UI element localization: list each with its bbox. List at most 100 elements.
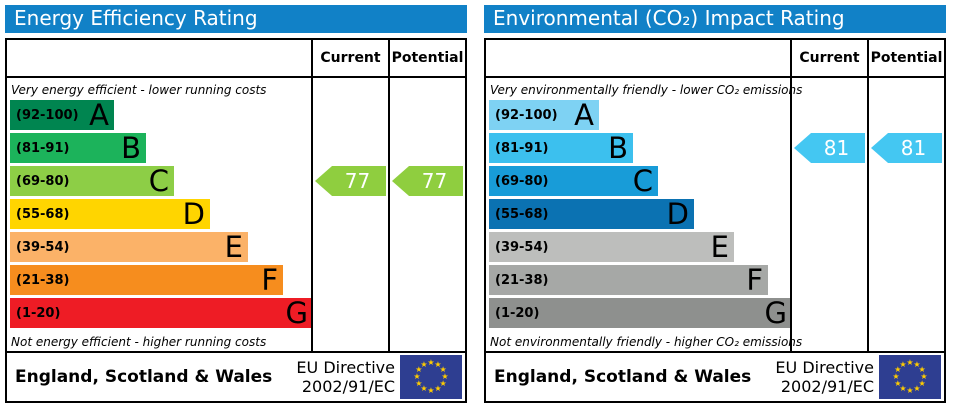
band-letter: E — [710, 229, 729, 264]
header-spacer-cell — [7, 40, 311, 76]
band-letter: G — [285, 295, 308, 330]
current-rating-arrow: 77 — [315, 166, 386, 196]
band-range: (21-38) — [16, 272, 70, 288]
rating-scale-area: Very energy efficient - lower running co… — [7, 78, 465, 351]
bottom-note: Not environmentally friendly - higher CO… — [490, 335, 803, 349]
band-row-d: (55-68) D — [489, 199, 694, 229]
star-icon: ★ — [906, 386, 914, 395]
star-icon: ★ — [892, 372, 900, 381]
band-letter: D — [182, 196, 205, 231]
band-letter: A — [574, 97, 594, 132]
potential-column-header: Potential — [388, 40, 465, 76]
star-icon: ★ — [899, 384, 907, 394]
band-range: (69-80) — [16, 173, 70, 189]
star-icon: ★ — [913, 384, 921, 394]
band-row-e: (39-54) E — [10, 232, 248, 262]
band-row-f: (21-38) F — [10, 265, 283, 295]
column-divider — [867, 78, 869, 351]
current-rating-value: 81 — [823, 136, 850, 160]
bands-list: (92-100) A (81-91) B (69-80) C (55-68) D — [486, 100, 944, 328]
star-icon: ★ — [434, 384, 442, 394]
band-letter: A — [89, 97, 109, 132]
star-icon: ★ — [420, 359, 428, 369]
potential-column-header: Potential — [867, 40, 944, 76]
band-row-a: (92-100) A — [10, 100, 114, 130]
eu-directive-line1: EU Directive — [775, 357, 874, 377]
star-icon: ★ — [920, 372, 928, 381]
band-row-g: (1-20) G — [489, 298, 792, 328]
band-row-f: (21-38) F — [489, 265, 768, 295]
band-row-b: (81-91) B — [489, 133, 633, 163]
band-row-c: (69-80) C — [489, 166, 658, 196]
star-icon: ★ — [439, 365, 447, 374]
band-letter: G — [764, 295, 787, 330]
rating-table: Current Potential Very environmentally f… — [484, 38, 946, 403]
star-icon: ★ — [413, 372, 421, 381]
potential-rating-arrow: 81 — [871, 133, 942, 163]
column-divider — [388, 78, 390, 351]
potential-rating-value: 77 — [421, 169, 448, 193]
band-row-g: (1-20) G — [10, 298, 313, 328]
top-note: Very environmentally friendly - lower CO… — [490, 83, 803, 97]
epc-ratings-container: Energy Efficiency Rating Current Potenti… — [5, 5, 952, 403]
band-row-c: (69-80) C — [10, 166, 174, 196]
eu-directive-line2: 2002/91/EC — [301, 377, 395, 396]
bands-list: (92-100) A (81-91) B (69-80) C (55-68) D — [7, 100, 465, 328]
star-icon: ★ — [894, 365, 902, 374]
band-letter: D — [666, 196, 689, 231]
band-range: (81-91) — [16, 140, 70, 156]
star-icon: ★ — [420, 384, 428, 394]
star-icon: ★ — [894, 379, 902, 388]
eu-directive-line2: 2002/91/EC — [780, 377, 874, 396]
band-row-d: (55-68) D — [10, 199, 210, 229]
star-icon: ★ — [899, 359, 907, 369]
region-label: England, Scotland & Wales — [15, 367, 273, 387]
band-range: (55-68) — [495, 206, 549, 222]
environmental-impact-panel: Environmental (CO₂) Impact Rating Curren… — [484, 5, 946, 403]
star-icon: ★ — [913, 359, 921, 369]
eu-directive-label: EU Directive 2002/91/EC — [775, 358, 874, 396]
star-icon: ★ — [918, 365, 926, 374]
band-range: (39-54) — [16, 239, 70, 255]
header-spacer-cell — [486, 40, 790, 76]
panel-title: Environmental (CO₂) Impact Rating — [493, 6, 845, 30]
star-icon: ★ — [439, 379, 447, 388]
band-letter: C — [632, 163, 653, 198]
panel-title: Energy Efficiency Rating — [14, 6, 258, 30]
panel-title-bar: Environmental (CO₂) Impact Rating — [484, 5, 946, 33]
table-footer: England, Scotland & Wales EU Directive 2… — [7, 351, 465, 401]
band-range: (1-20) — [16, 305, 61, 321]
band-range: (81-91) — [495, 140, 549, 156]
table-header-row: Current Potential — [7, 40, 465, 78]
table-footer: England, Scotland & Wales EU Directive 2… — [486, 351, 944, 401]
current-column-header: Current — [790, 40, 867, 76]
band-range: (92-100) — [16, 107, 79, 123]
current-column-header: Current — [311, 40, 388, 76]
star-icon: ★ — [441, 372, 449, 381]
band-letter: B — [121, 130, 141, 165]
column-divider — [311, 78, 313, 351]
star-icon: ★ — [434, 359, 442, 369]
potential-rating-arrow: 77 — [392, 166, 463, 196]
eu-flag-icon: ★ ★ ★ ★ ★ ★ ★ ★ ★ ★ ★ ★ — [879, 355, 941, 399]
band-letter: B — [608, 130, 628, 165]
band-range: (1-20) — [495, 305, 540, 321]
star-icon: ★ — [427, 386, 435, 395]
star-icon: ★ — [415, 365, 423, 374]
current-rating-value: 77 — [344, 169, 371, 193]
band-range: (92-100) — [495, 107, 558, 123]
panel-title-bar: Energy Efficiency Rating — [5, 5, 467, 33]
band-letter: F — [261, 262, 278, 297]
band-row-b: (81-91) B — [10, 133, 146, 163]
energy-efficiency-panel: Energy Efficiency Rating Current Potenti… — [5, 5, 467, 403]
star-icon: ★ — [415, 379, 423, 388]
star-icon: ★ — [427, 358, 435, 367]
rating-table: Current Potential Very energy efficient … — [5, 38, 467, 403]
current-rating-arrow: 81 — [794, 133, 865, 163]
eu-flag-icon: ★ ★ ★ ★ ★ ★ ★ ★ ★ ★ ★ ★ — [400, 355, 462, 399]
column-divider — [790, 78, 792, 351]
band-range: (21-38) — [495, 272, 549, 288]
band-letter: F — [746, 262, 763, 297]
rating-scale-area: Very environmentally friendly - lower CO… — [486, 78, 944, 351]
potential-rating-value: 81 — [900, 136, 927, 160]
